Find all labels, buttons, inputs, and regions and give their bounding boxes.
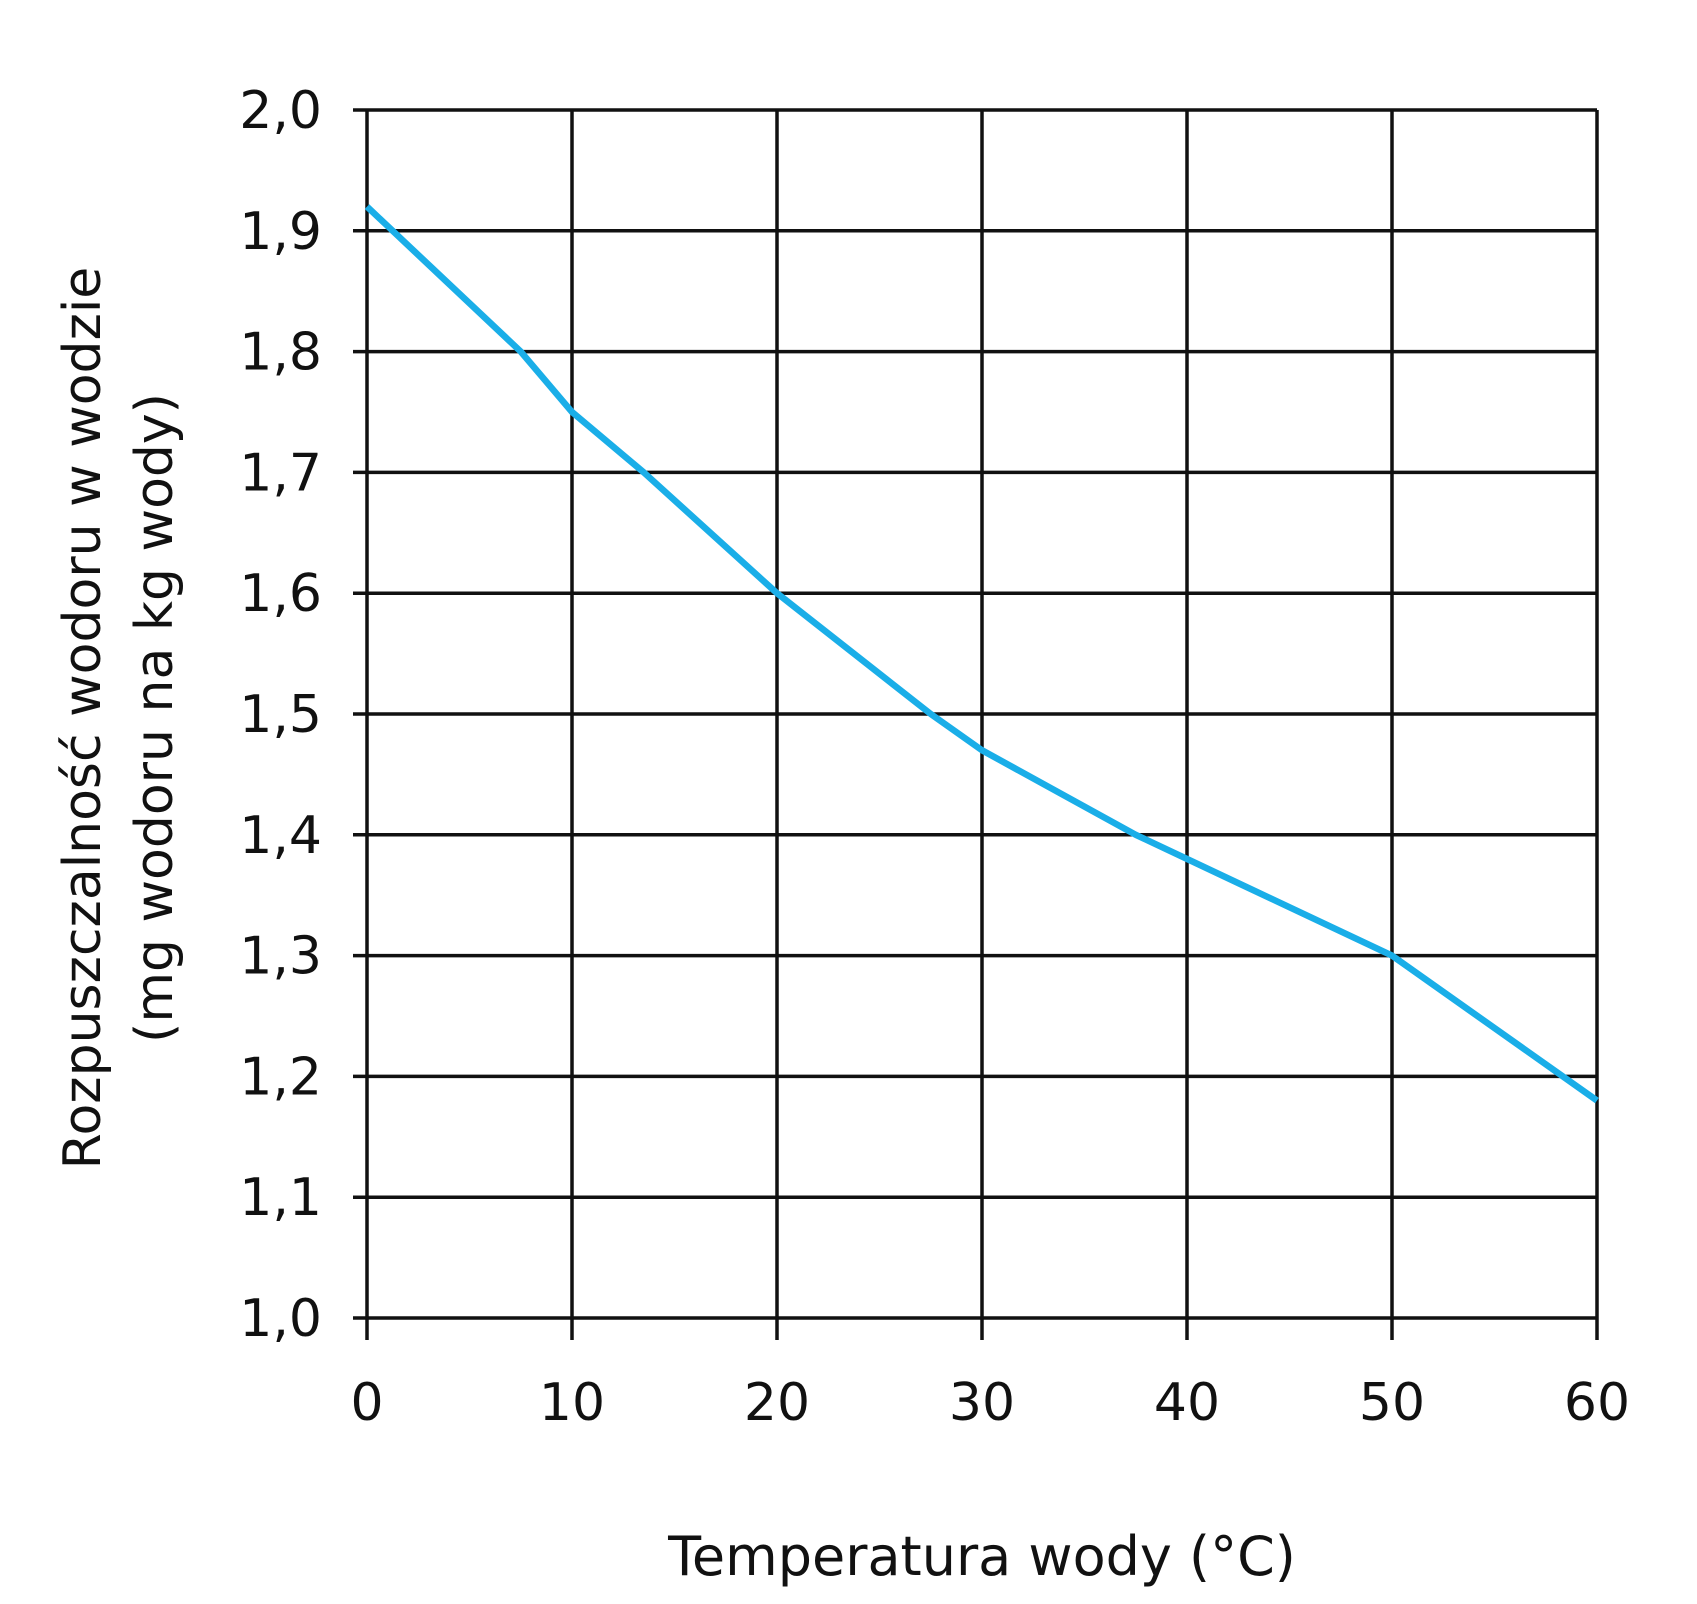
x-tick-label: 40 <box>1154 1373 1220 1433</box>
y-tick-label: 1,7 <box>239 443 322 503</box>
y-tick-label: 1,0 <box>239 1289 322 1349</box>
grid <box>353 108 1599 1340</box>
y-tick-label: 1,1 <box>239 1168 322 1228</box>
x-tick-label: 10 <box>539 1373 605 1433</box>
x-tick-label: 60 <box>1564 1373 1630 1433</box>
y-axis-title-line-2: (mg wodoru na kg wody) <box>125 393 185 1043</box>
y-tick-label: 1,5 <box>239 685 322 745</box>
x-tick-label: 50 <box>1359 1373 1425 1433</box>
y-tick-label: 2,0 <box>239 81 322 141</box>
x-tick-label: 30 <box>949 1373 1015 1433</box>
y-tick-label: 1,6 <box>239 564 322 624</box>
tick-labels: 1,0 1,1 1,2 1,3 1,4 1,5 1,6 1,7 1,8 1,9 2,0 0 10 20 30… <box>239 81 1630 1433</box>
y-axis-title-line-1: Rozpuszczalność wodoru w wodzie <box>53 267 113 1170</box>
y-tick-label: 1,9 <box>239 202 322 262</box>
x-tick-label: 20 <box>744 1373 810 1433</box>
y-tick-label: 1,8 <box>239 323 322 383</box>
series <box>364 204 1599 1104</box>
y-tick-label: 1,2 <box>239 1047 322 1107</box>
x-axis-title: Temperatura wody (°C) <box>667 1525 1296 1588</box>
x-tick-label: 0 <box>350 1373 383 1433</box>
y-tick-label: 1,4 <box>239 806 322 866</box>
series-line <box>364 204 1599 1104</box>
y-tick-label: 1,3 <box>239 927 322 987</box>
